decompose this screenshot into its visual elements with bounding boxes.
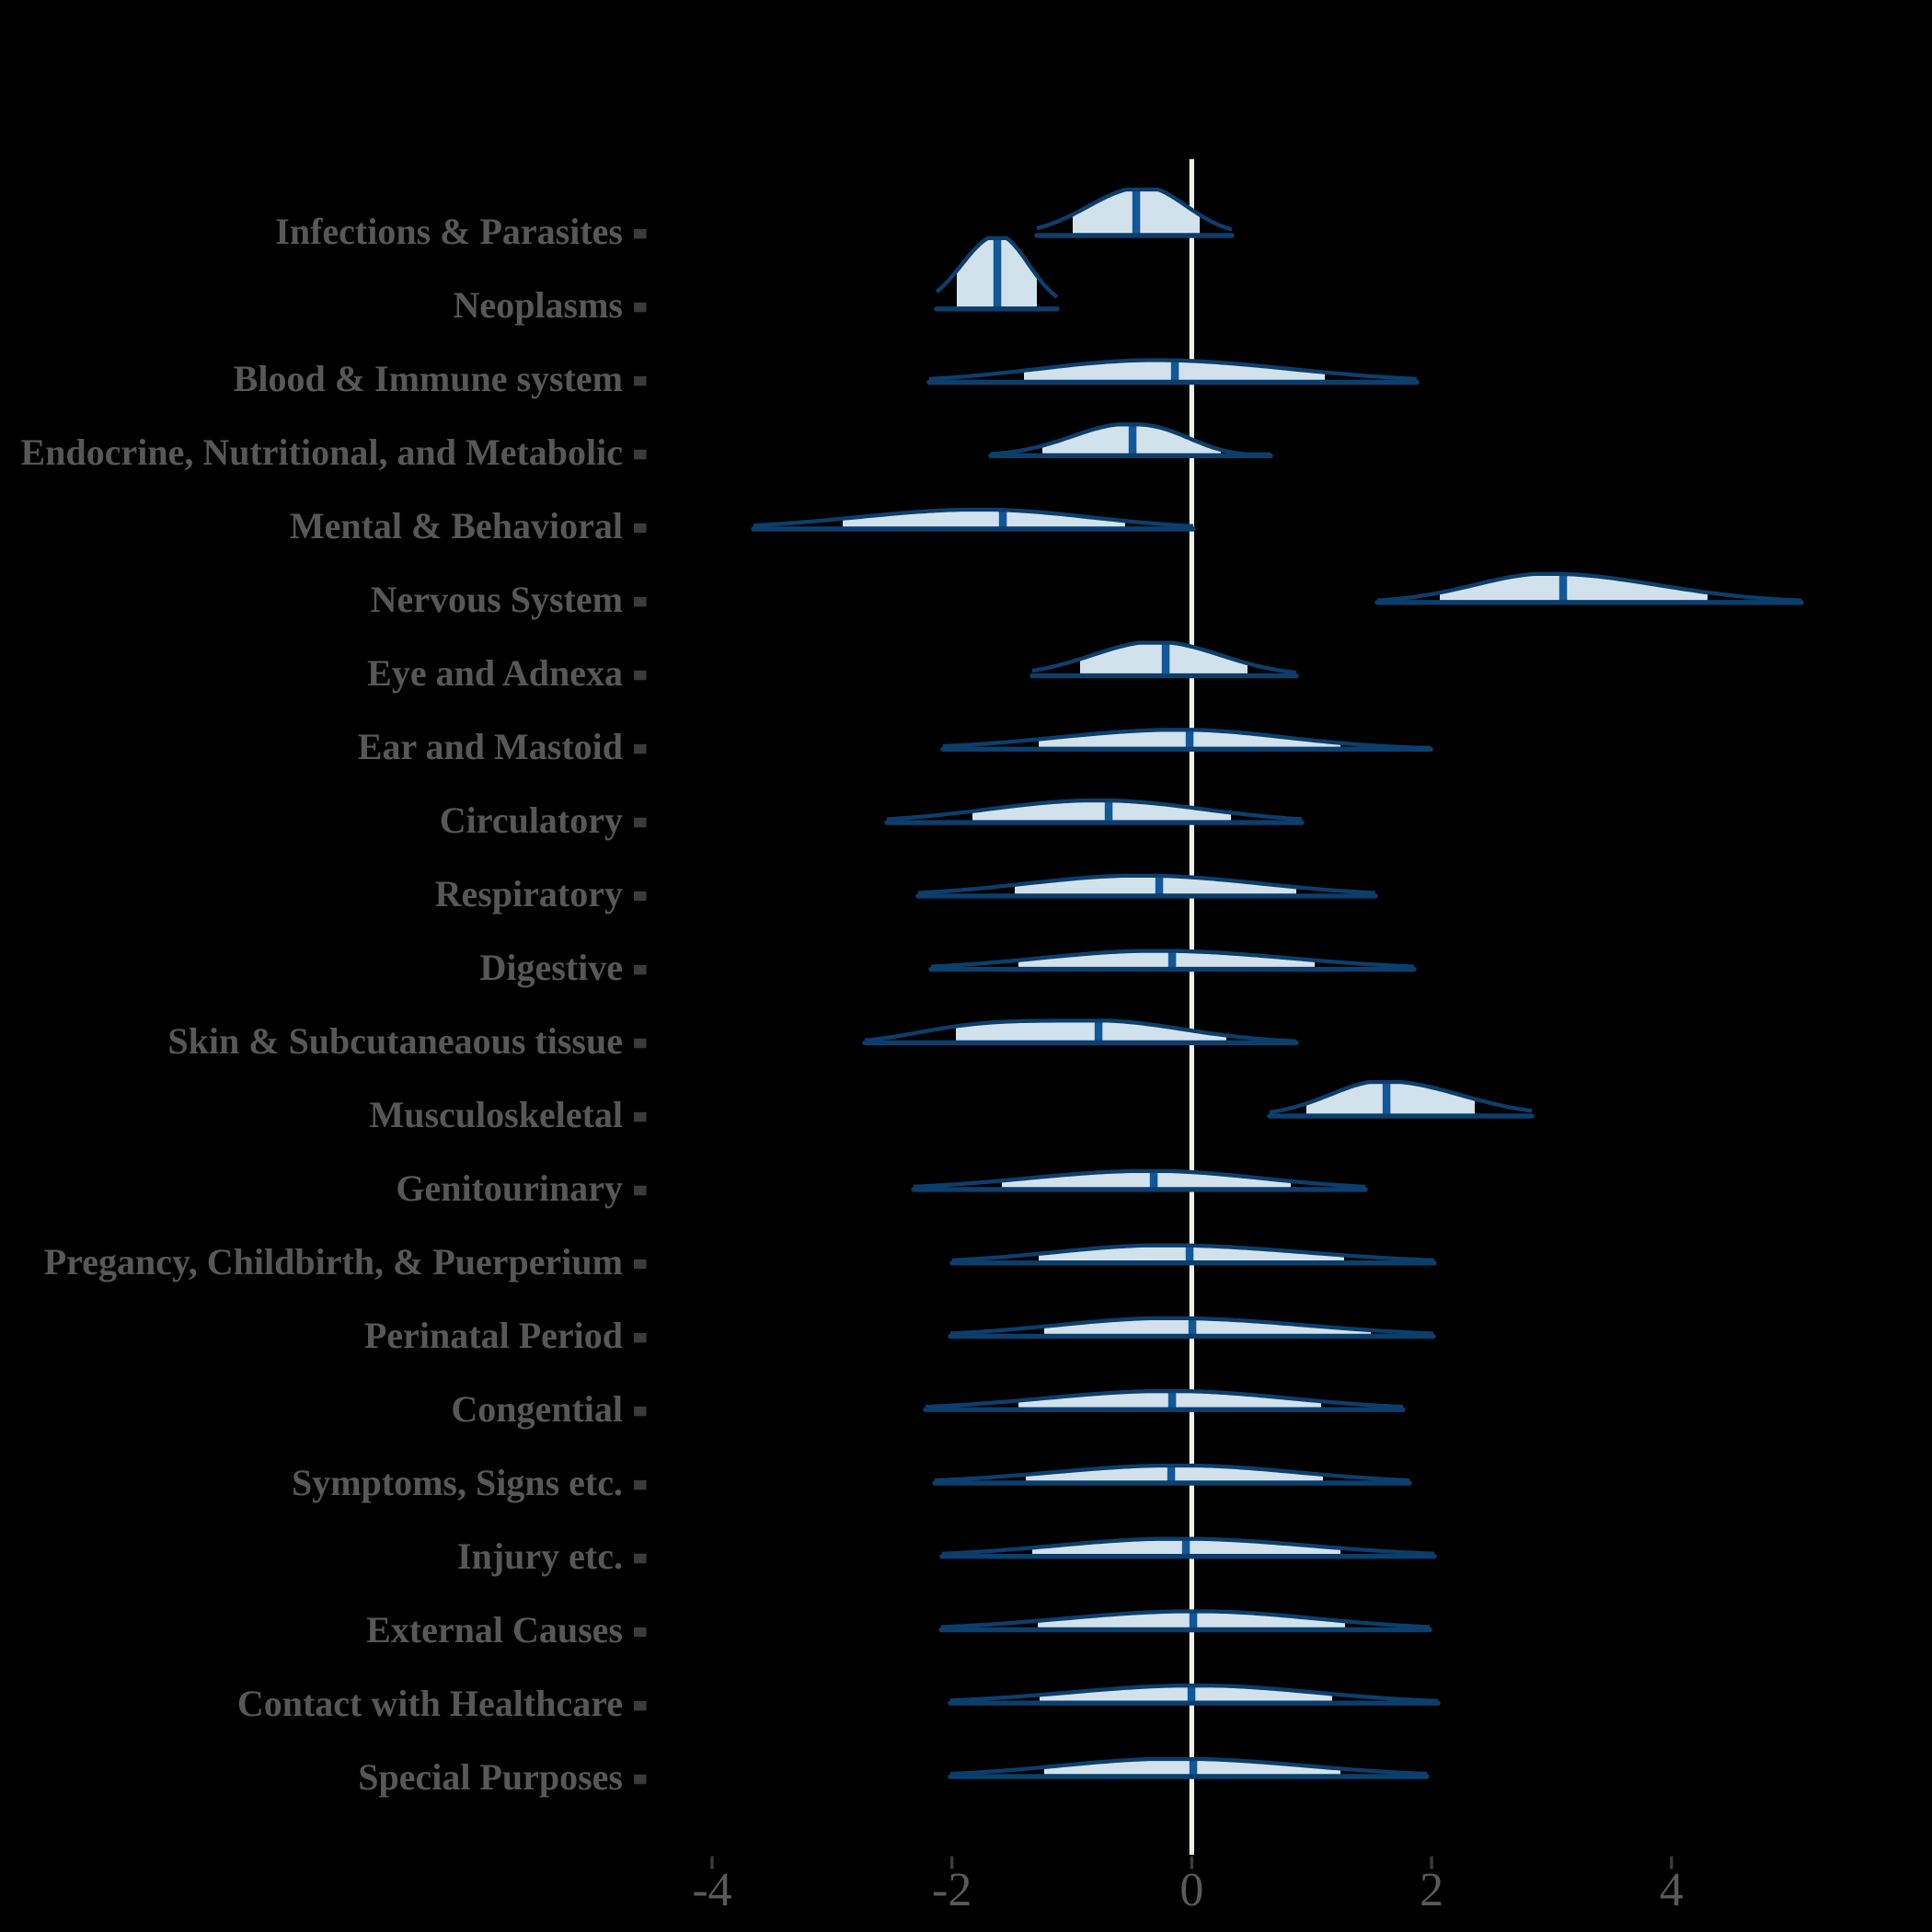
svg-text:Injury etc.: Injury etc. bbox=[457, 1535, 623, 1577]
svg-text:Mental & Behavioral: Mental & Behavioral bbox=[290, 505, 623, 546]
svg-text:Neoplasms: Neoplasms bbox=[454, 284, 623, 326]
svg-text:Special Purposes: Special Purposes bbox=[358, 1756, 623, 1798]
svg-text:Endocrine, Nutritional, and Me: Endocrine, Nutritional, and Metabolic bbox=[21, 431, 623, 473]
svg-text:Ear and Mastoid: Ear and Mastoid bbox=[358, 726, 623, 767]
svg-text:2: 2 bbox=[1420, 1864, 1443, 1916]
svg-text:Musculoskeletal: Musculoskeletal bbox=[369, 1094, 623, 1135]
svg-text:Respiratory: Respiratory bbox=[435, 873, 623, 914]
svg-text:Blood & Immune system: Blood & Immune system bbox=[234, 358, 623, 399]
svg-text:Infections & Parasites: Infections & Parasites bbox=[275, 211, 623, 252]
svg-text:4: 4 bbox=[1660, 1864, 1684, 1916]
svg-text:Nervous System: Nervous System bbox=[371, 579, 623, 620]
svg-text:-2: -2 bbox=[932, 1864, 972, 1916]
svg-text:Genitourinary: Genitourinary bbox=[396, 1167, 623, 1209]
svg-text:Digestive: Digestive bbox=[479, 947, 623, 988]
svg-text:Circulatory: Circulatory bbox=[440, 799, 623, 841]
svg-text:Contact with Healthcare: Contact with Healthcare bbox=[237, 1683, 623, 1724]
svg-text:Eye and Adnexa: Eye and Adnexa bbox=[367, 652, 623, 694]
svg-text:Skin & Subcutaneaous tissue: Skin & Subcutaneaous tissue bbox=[167, 1020, 623, 1062]
svg-text:External Causes: External Causes bbox=[366, 1609, 623, 1650]
svg-text:Congential: Congential bbox=[451, 1388, 623, 1430]
svg-text:Symptoms, Signs etc.: Symptoms, Signs etc. bbox=[292, 1462, 623, 1503]
svg-text:Pregancy, Childbirth, & Puerpe: Pregancy, Childbirth, & Puerperium bbox=[44, 1241, 623, 1282]
svg-text:Perinatal Period: Perinatal Period bbox=[364, 1315, 623, 1356]
svg-text:-4: -4 bbox=[692, 1864, 731, 1916]
svg-text:0: 0 bbox=[1179, 1864, 1203, 1916]
